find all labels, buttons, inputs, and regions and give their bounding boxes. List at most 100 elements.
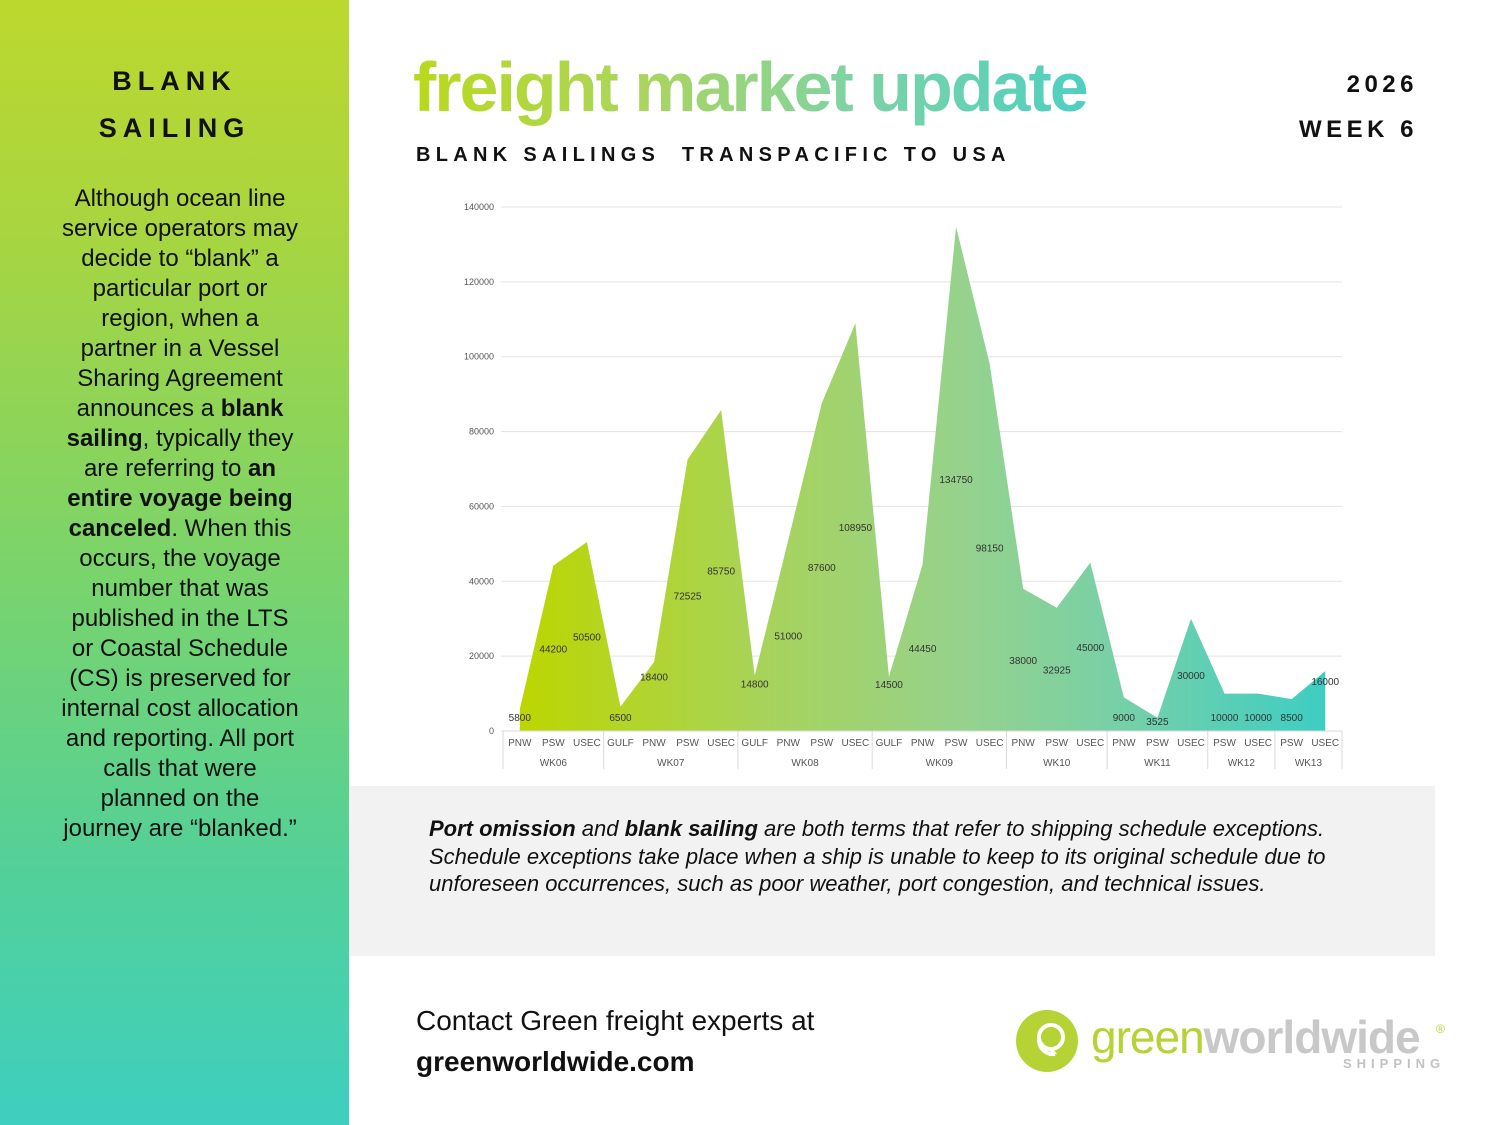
- company-logo: greenworldwide ® SHIPPING: [1015, 1008, 1455, 1074]
- data-label: 134750: [939, 475, 973, 486]
- x-category-label: PSW: [542, 738, 565, 749]
- x-category-label: PSW: [676, 738, 699, 749]
- globe-logo-icon: [1016, 1010, 1078, 1072]
- x-category-label: USEC: [707, 738, 735, 749]
- x-category-label: PNW: [1112, 738, 1136, 749]
- logo-grey-text: worldwide: [1203, 1011, 1421, 1063]
- registered-mark: ®: [1436, 1022, 1445, 1036]
- data-label: 5800: [509, 713, 532, 724]
- y-tick-label: 20000: [469, 651, 494, 661]
- sidebar-panel: BLANK SAILING Although ocean line servic…: [0, 0, 349, 1125]
- data-label: 50500: [573, 632, 601, 643]
- data-label: 10000: [1211, 713, 1239, 724]
- y-tick-label: 120000: [464, 277, 494, 287]
- data-label: 98150: [976, 543, 1004, 554]
- x-category-label: PSW: [1146, 738, 1169, 749]
- data-label: 10000: [1244, 713, 1272, 724]
- x-category-label: PSW: [810, 738, 833, 749]
- x-category-label: USEC: [1311, 738, 1339, 749]
- data-label: 30000: [1177, 671, 1205, 682]
- data-label: 32925: [1043, 665, 1071, 676]
- sidebar-text: , typically they are referring to: [83, 425, 294, 482]
- area-series: [519, 226, 1326, 731]
- data-label: 108950: [839, 523, 873, 534]
- data-label: 87600: [808, 563, 836, 574]
- data-label: 44200: [539, 644, 567, 655]
- y-tick-label: 0: [489, 726, 494, 736]
- x-category-label: PSW: [945, 738, 968, 749]
- x-category-label: PNW: [777, 738, 801, 749]
- blank-sailings-chart: 0 20000 40000 60000 80000 100000 120000 140000 5…: [430, 190, 1370, 780]
- data-label: 9000: [1113, 713, 1136, 724]
- x-group-label: WK07: [657, 758, 685, 769]
- x-category-label: USEC: [841, 738, 869, 749]
- y-tick-label: 140000: [464, 202, 494, 212]
- page-title: freight market update: [413, 42, 1089, 132]
- x-group-label: WK08: [791, 758, 819, 769]
- x-group-label: WK10: [1043, 758, 1071, 769]
- x-group-label: WK09: [926, 758, 954, 769]
- x-category-label: GULF: [607, 738, 634, 749]
- data-label: 44450: [909, 644, 937, 655]
- data-label: 18400: [640, 673, 668, 684]
- area-chart: 0 20000 40000 60000 80000 100000 120000 140000 5…: [464, 202, 1343, 769]
- data-label: 45000: [1076, 643, 1104, 654]
- sidebar-title: BLANK SAILING: [0, 58, 349, 152]
- info-bold-term: blank sailing: [624, 816, 758, 841]
- info-bold-term: Port omission: [429, 816, 576, 841]
- sidebar-bold-text: an entire voyage being canceled: [67, 455, 293, 542]
- data-label: 85750: [707, 567, 735, 578]
- x-category-label: GULF: [741, 738, 768, 749]
- x-category-label: PSW: [1213, 738, 1236, 749]
- logo-tagline: SHIPPING: [1343, 1056, 1446, 1071]
- chart-subtitle: BLANK SAILINGS TRANSPACIFIC TO USA: [416, 144, 1011, 166]
- contact-text: Contact Green freight experts at: [416, 1005, 815, 1036]
- year-label: 2026: [1346, 71, 1418, 98]
- info-box: Port omission and blank sailing are both…: [349, 786, 1435, 956]
- sidebar-bold-text: blank sailing: [66, 395, 284, 452]
- sidebar-description: Although ocean line service operators ma…: [60, 184, 300, 844]
- x-group-label: WK06: [540, 758, 568, 769]
- x-category-label: USEC: [1076, 738, 1104, 749]
- x-category-label: PNW: [508, 738, 532, 749]
- contact-block: Contact Green freight experts at greenwo…: [416, 1000, 814, 1082]
- x-category-label: PSW: [1045, 738, 1068, 749]
- data-label: 51000: [774, 632, 802, 643]
- x-group-label: WK11: [1144, 758, 1171, 769]
- website-link[interactable]: greenworldwide.com: [416, 1046, 695, 1077]
- x-category-label: USEC: [573, 738, 601, 749]
- y-tick-label: 80000: [469, 427, 494, 437]
- sidebar-text: . When this occurs, the voyage number th…: [61, 515, 299, 842]
- logo-green-text: green: [1091, 1011, 1205, 1063]
- x-category-label: PNW: [1012, 738, 1036, 749]
- x-category-label: PNW: [642, 738, 666, 749]
- data-label: 16000: [1311, 677, 1339, 688]
- x-group-label: WK12: [1228, 758, 1256, 769]
- data-label: 14500: [875, 680, 903, 691]
- x-category-label: USEC: [976, 738, 1004, 749]
- x-category-label: PSW: [1280, 738, 1303, 749]
- week-label: WEEK 6: [1298, 116, 1418, 143]
- data-label: 14800: [741, 679, 769, 690]
- x-category-label: PNW: [911, 738, 935, 749]
- sidebar-title-line1: BLANK: [112, 66, 237, 96]
- x-category-label: USEC: [1244, 738, 1272, 749]
- x-group-label: WK13: [1295, 758, 1323, 769]
- info-text-part: and: [575, 816, 625, 841]
- y-tick-label: 40000: [469, 576, 494, 586]
- info-text: Port omission and blank sailing are both…: [429, 815, 1389, 898]
- data-label: 72525: [674, 591, 702, 602]
- data-label: 38000: [1009, 656, 1037, 667]
- logo-wordmark: greenworldwide: [1091, 1010, 1421, 1064]
- data-label: 3525: [1146, 717, 1169, 728]
- info-text-part: are both terms that refer to shipping sc…: [429, 816, 1326, 896]
- data-label: 6500: [609, 713, 632, 724]
- x-category-label: USEC: [1177, 738, 1205, 749]
- y-tick-label: 100000: [464, 352, 494, 362]
- sidebar-title-line2: SAILING: [98, 113, 251, 143]
- date-block: 2026 WEEK 6: [1299, 62, 1418, 152]
- sidebar-text: Although ocean line service operators ma…: [61, 185, 299, 422]
- x-category-label: GULF: [876, 738, 903, 749]
- data-label: 8500: [1281, 713, 1304, 724]
- y-tick-label: 60000: [469, 501, 494, 511]
